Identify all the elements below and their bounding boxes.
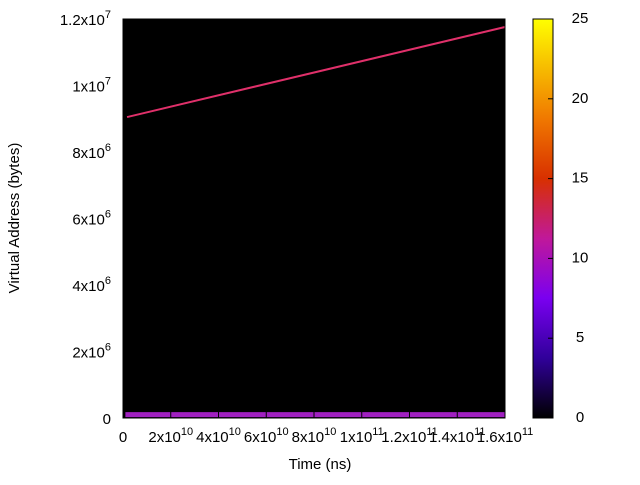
plot-background (123, 19, 505, 418)
colorbar-tick-label: 20 (572, 90, 589, 107)
colorbar-tick-label: 5 (576, 329, 584, 346)
y-tick-label: 8x106 (72, 142, 111, 162)
colorbar-tick-label: 25 (572, 10, 589, 27)
x-tick-label: 8x1010 (292, 426, 337, 446)
y-tick-label: 1.2x107 (60, 9, 111, 29)
colorbar-tick-label: 15 (572, 170, 589, 187)
colorbar-tick-label: 0 (576, 409, 584, 426)
x-tick-label: 6x1010 (244, 426, 289, 446)
y-axis-label: Virtual Address (bytes) (6, 143, 23, 294)
y-tick-label: 6x106 (72, 208, 111, 228)
x-tick-label: 1.6x1011 (477, 426, 533, 446)
colorbar-tick-label: 10 (572, 249, 589, 266)
x-tick-label: 4x1010 (196, 426, 241, 446)
x-axis-label: Time (ns) (289, 456, 352, 473)
y-tick-label: 0 (103, 411, 111, 428)
x-tick-label: 1.4x1011 (429, 426, 485, 446)
y-tick-label: 4x106 (72, 275, 111, 295)
data-line (126, 26, 506, 119)
x-tick-label: 1x1011 (340, 426, 384, 446)
x-tick-label: 0 (119, 429, 127, 446)
y-tick-label: 2x106 (72, 341, 111, 361)
x-tick-label: 2x1010 (148, 426, 193, 446)
x-tick-label: 1.2x1011 (381, 426, 437, 446)
y-tick-label: 1x107 (72, 75, 111, 95)
colorbar (532, 18, 554, 419)
